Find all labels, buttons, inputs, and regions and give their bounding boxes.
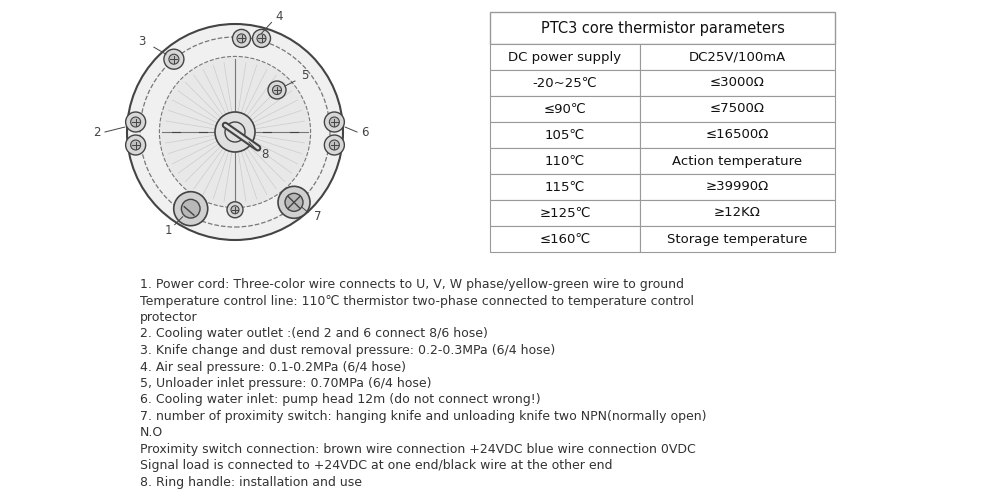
Text: 6: 6 <box>361 126 369 138</box>
Circle shape <box>126 112 146 132</box>
Circle shape <box>257 34 266 43</box>
Text: ≤16500Ω: ≤16500Ω <box>706 128 769 141</box>
Text: ≤90℃: ≤90℃ <box>544 102 586 116</box>
Circle shape <box>169 54 179 64</box>
Circle shape <box>127 24 343 240</box>
Text: 115℃: 115℃ <box>545 180 585 194</box>
Text: 2. Cooling water outlet :(end 2 and 6 connect 8/6 hose): 2. Cooling water outlet :(end 2 and 6 co… <box>140 328 488 340</box>
Circle shape <box>273 86 282 94</box>
Text: Temperature control line: 110℃ thermistor two-phase connected to temperature con: Temperature control line: 110℃ thermisto… <box>140 294 694 308</box>
Text: 1. Power cord: Three-color wire connects to U, V, W phase/yellow-green wire to g: 1. Power cord: Three-color wire connects… <box>140 278 684 291</box>
Text: 8. Ring handle: installation and use: 8. Ring handle: installation and use <box>140 476 362 489</box>
Text: ≥12KΩ: ≥12KΩ <box>714 206 761 220</box>
FancyBboxPatch shape <box>640 70 835 96</box>
Text: protector: protector <box>140 311 198 324</box>
FancyBboxPatch shape <box>640 148 835 174</box>
Text: Action temperature: Action temperature <box>672 154 803 168</box>
Circle shape <box>237 34 246 43</box>
Circle shape <box>329 117 339 127</box>
FancyBboxPatch shape <box>640 174 835 200</box>
Circle shape <box>227 202 243 218</box>
Text: 110℃: 110℃ <box>545 154 585 168</box>
FancyBboxPatch shape <box>490 148 640 174</box>
Circle shape <box>233 30 251 48</box>
Text: DC25V/100mA: DC25V/100mA <box>689 50 786 64</box>
Text: ≥39990Ω: ≥39990Ω <box>706 180 769 194</box>
Text: 2: 2 <box>93 126 101 138</box>
Circle shape <box>215 112 255 152</box>
Text: 5, Unloader inlet pressure: 0.70MPa (6/4 hose): 5, Unloader inlet pressure: 0.70MPa (6/4… <box>140 377 432 390</box>
Text: Signal load is connected to +24VDC at one end/black wire at the other end: Signal load is connected to +24VDC at on… <box>140 460 612 472</box>
Text: 3: 3 <box>138 34 146 48</box>
Circle shape <box>126 135 146 155</box>
Circle shape <box>278 186 310 218</box>
Text: 3. Knife change and dust removal pressure: 0.2-0.3MPa (6/4 hose): 3. Knife change and dust removal pressur… <box>140 344 555 357</box>
Circle shape <box>131 140 141 150</box>
Circle shape <box>329 140 339 150</box>
Circle shape <box>285 194 303 212</box>
Circle shape <box>231 206 239 214</box>
Text: 1: 1 <box>165 224 172 237</box>
FancyBboxPatch shape <box>490 174 640 200</box>
Circle shape <box>268 81 286 99</box>
FancyBboxPatch shape <box>490 12 835 44</box>
FancyBboxPatch shape <box>640 226 835 252</box>
Text: Proximity switch connection: brown wire connection +24VDC blue wire connection 0: Proximity switch connection: brown wire … <box>140 443 696 456</box>
Text: -20~25℃: -20~25℃ <box>533 76 597 90</box>
Text: PTC3 core thermistor parameters: PTC3 core thermistor parameters <box>541 20 784 36</box>
Circle shape <box>164 49 184 69</box>
Text: 6. Cooling water inlet: pump head 12m (do not connect wrong!): 6. Cooling water inlet: pump head 12m (d… <box>140 394 541 406</box>
Circle shape <box>253 30 271 48</box>
Text: 7. number of proximity switch: hanging knife and unloading knife two NPN(normall: 7. number of proximity switch: hanging k… <box>140 410 706 423</box>
Text: ≥125℃: ≥125℃ <box>539 206 591 220</box>
FancyBboxPatch shape <box>490 226 640 252</box>
Text: ≤3000Ω: ≤3000Ω <box>710 76 765 90</box>
FancyBboxPatch shape <box>640 200 835 226</box>
Text: DC power supply: DC power supply <box>508 50 622 64</box>
Circle shape <box>131 117 141 127</box>
FancyBboxPatch shape <box>640 96 835 122</box>
Text: 105℃: 105℃ <box>545 128 585 141</box>
FancyBboxPatch shape <box>640 44 835 70</box>
FancyBboxPatch shape <box>490 96 640 122</box>
Text: 8: 8 <box>261 148 269 160</box>
FancyBboxPatch shape <box>640 122 835 148</box>
Text: 7: 7 <box>314 210 322 223</box>
Circle shape <box>324 135 344 155</box>
Circle shape <box>174 192 208 226</box>
Circle shape <box>159 56 311 208</box>
FancyBboxPatch shape <box>490 44 640 70</box>
Circle shape <box>181 200 200 218</box>
Circle shape <box>324 112 344 132</box>
Text: 5: 5 <box>301 70 309 82</box>
Text: ≤7500Ω: ≤7500Ω <box>710 102 765 116</box>
Text: 4: 4 <box>276 10 283 23</box>
FancyBboxPatch shape <box>490 200 640 226</box>
Text: N.O: N.O <box>140 426 163 440</box>
FancyBboxPatch shape <box>490 122 640 148</box>
FancyBboxPatch shape <box>490 70 640 96</box>
Text: ≤160℃: ≤160℃ <box>539 232 591 245</box>
Text: 4. Air seal pressure: 0.1-0.2MPa (6/4 hose): 4. Air seal pressure: 0.1-0.2MPa (6/4 ho… <box>140 360 406 374</box>
Text: Storage temperature: Storage temperature <box>667 232 808 245</box>
